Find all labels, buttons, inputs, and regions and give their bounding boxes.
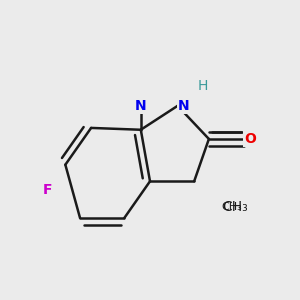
Text: CH₃: CH₃ <box>222 200 247 214</box>
Text: CH₃: CH₃ <box>222 202 242 212</box>
Text: F: F <box>43 184 52 197</box>
Text: H: H <box>198 79 208 93</box>
Text: N: N <box>135 99 147 113</box>
Text: N: N <box>178 99 189 113</box>
Text: O: O <box>244 132 256 146</box>
